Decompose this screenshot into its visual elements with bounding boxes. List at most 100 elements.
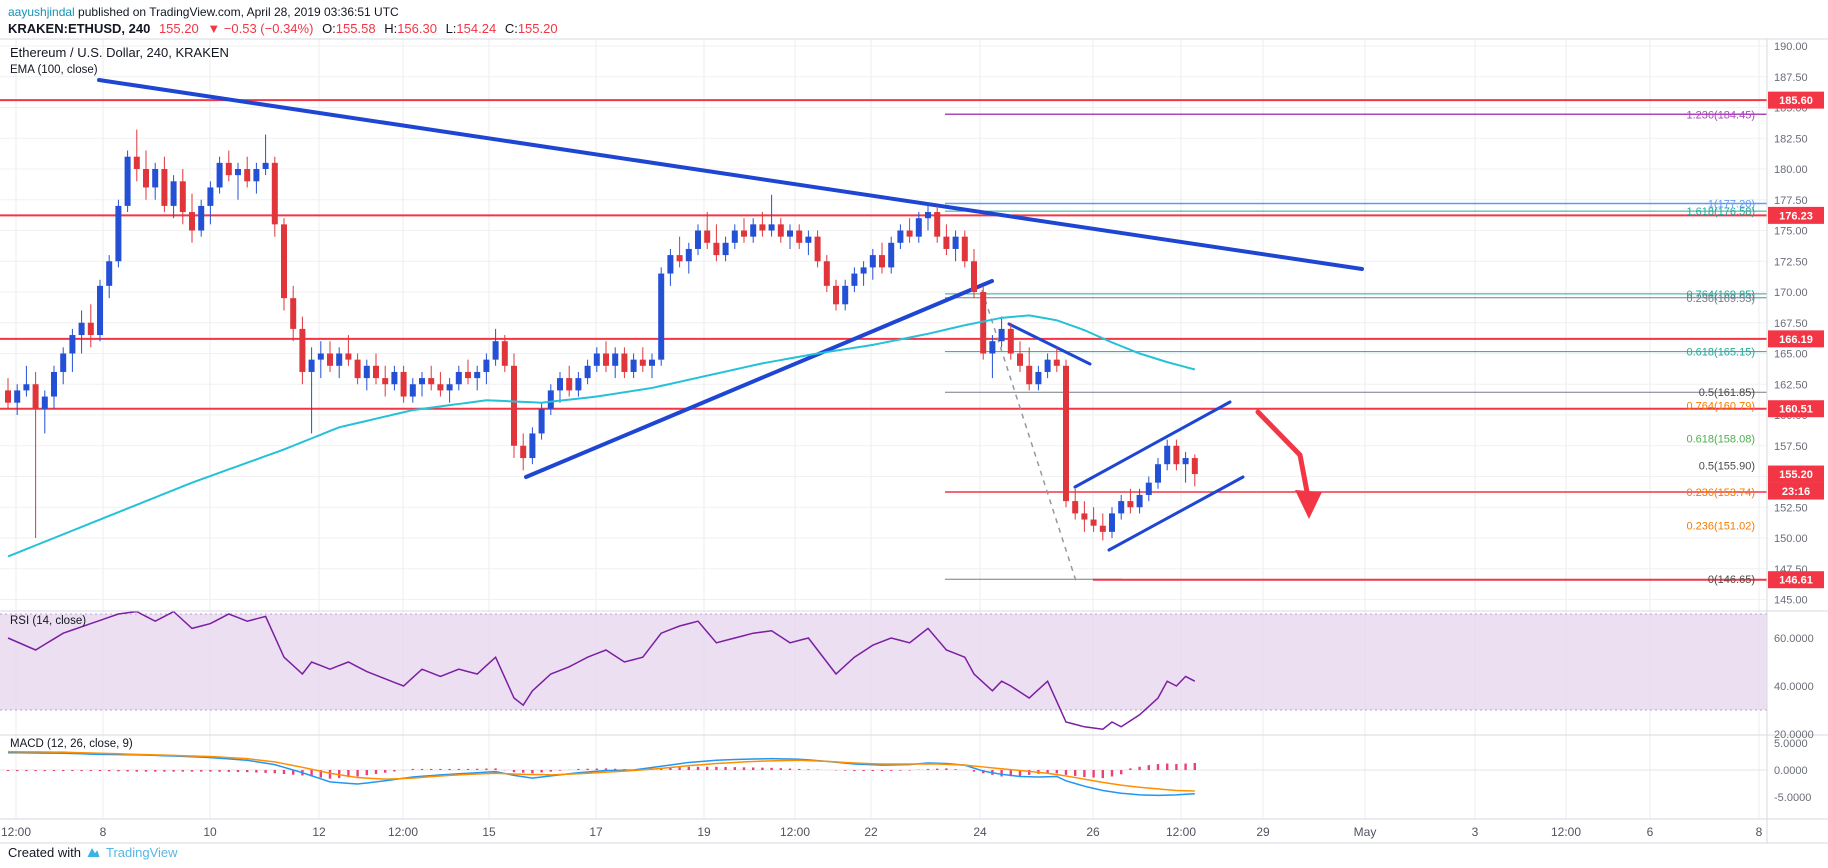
svg-text:29: 29	[1256, 825, 1270, 839]
svg-text:12:00: 12:00	[1, 825, 31, 839]
price-axis[interactable]: 190.00187.50185.00182.50180.00177.50175.…	[1774, 41, 1814, 804]
svg-text:1(177.20): 1(177.20)	[1708, 198, 1755, 210]
ema-line	[7, 314, 1196, 558]
svg-text:12:00: 12:00	[1166, 825, 1196, 839]
svg-text:0(146.65): 0(146.65)	[1708, 574, 1755, 586]
svg-text:26: 26	[1086, 825, 1100, 839]
svg-text:0.764(169.85): 0.764(169.85)	[1687, 289, 1756, 301]
svg-text:157.50: 157.50	[1774, 441, 1808, 453]
svg-text:166.19: 166.19	[1779, 334, 1813, 346]
svg-text:5.0000: 5.0000	[1774, 738, 1808, 750]
svg-text:177.50: 177.50	[1774, 195, 1808, 207]
trendline-drawings[interactable]	[97, 78, 1364, 582]
svg-text:160.51: 160.51	[1779, 404, 1813, 416]
svg-text:40.0000: 40.0000	[1774, 681, 1814, 693]
ema-indicator-label[interactable]: EMA (100, close)	[10, 64, 98, 76]
author-link[interactable]: aayushjindal	[8, 5, 75, 19]
svg-text:187.50: 187.50	[1774, 72, 1808, 84]
svg-text:172.50: 172.50	[1774, 256, 1808, 268]
svg-text:23:16: 23:16	[1782, 486, 1810, 498]
high-label: H:	[384, 21, 398, 36]
low-label: L:	[445, 21, 457, 36]
svg-text:1.618(176.58): 1.618(176.58)	[1687, 206, 1756, 218]
macd-signal-line	[7, 750, 1195, 792]
svg-text:19: 19	[697, 825, 711, 839]
svg-text:24: 24	[973, 825, 987, 839]
svg-text:0.764(160.79): 0.764(160.79)	[1687, 400, 1756, 412]
svg-text:155.20: 155.20	[1779, 469, 1813, 481]
price-tag	[1768, 91, 1824, 109]
footer: Created with TradingView	[8, 845, 178, 860]
last-price: 155.20	[158, 21, 199, 36]
symbol-info-bar: KRAKEN:ETHUSD, 240 155.20 ▼ −0.53 (−0.34…	[8, 21, 563, 36]
svg-text:175.00: 175.00	[1774, 226, 1808, 238]
rsi-band	[0, 613, 1767, 711]
svg-text:-5.0000: -5.0000	[1774, 792, 1811, 804]
publish-info: aayushjindal published on TradingView.co…	[8, 5, 399, 19]
low-value: 154.24	[456, 21, 497, 36]
svg-text:0.618(158.08): 0.618(158.08)	[1687, 434, 1756, 446]
svg-text:0.0000: 0.0000	[1774, 765, 1808, 777]
high-value: 156.30	[397, 21, 437, 36]
svg-text:190.00: 190.00	[1774, 41, 1808, 53]
price-tag	[1768, 482, 1824, 500]
svg-text:20.0000: 20.0000	[1774, 729, 1814, 741]
svg-text:3: 3	[1472, 825, 1479, 839]
svg-text:May: May	[1354, 825, 1377, 839]
pane-separators	[0, 38, 1828, 844]
svg-text:22: 22	[864, 825, 878, 839]
svg-text:0.5(161.85): 0.5(161.85)	[1699, 387, 1755, 399]
price-tag	[1768, 400, 1824, 418]
svg-text:12: 12	[312, 825, 326, 839]
svg-text:8: 8	[1756, 825, 1763, 839]
close-value: 155.20	[517, 21, 558, 36]
chart-pane-title[interactable]: Ethereum / U.S. Dollar, 240, KRAKEN	[10, 45, 229, 60]
rsi-line	[7, 610, 1196, 730]
svg-text:0.618(165.15): 0.618(165.15)	[1687, 347, 1756, 359]
candlestick-series	[5, 129, 1198, 541]
svg-text:12:00: 12:00	[780, 825, 810, 839]
svg-text:150.00: 150.00	[1774, 533, 1808, 545]
symbol-title[interactable]: KRAKEN:ETHUSD, 240	[8, 21, 151, 36]
svg-text:0.5(155.90): 0.5(155.90)	[1699, 460, 1755, 472]
fib-level-labels: 1.236(184.45) 1(177.20)1.618(176.58) 0.764…	[1687, 109, 1756, 586]
svg-text:0.236(169.53): 0.236(169.53)	[1687, 293, 1756, 305]
svg-text:6: 6	[1647, 825, 1654, 839]
tradingview-brand-link[interactable]: TradingView	[105, 845, 178, 860]
macd-line	[7, 751, 1195, 797]
svg-text:162.50: 162.50	[1774, 379, 1808, 391]
created-with-text: Created with	[8, 845, 81, 860]
svg-text:145.00: 145.00	[1774, 595, 1808, 607]
svg-text:165.00: 165.00	[1774, 349, 1808, 361]
svg-text:15: 15	[482, 825, 496, 839]
time-axis[interactable]: 12:00 8 10 12 12:00 15 17 19 12:00 22 24 26 12:00 29 M…	[1, 825, 1763, 839]
rsi-indicator-label[interactable]: RSI (14, close)	[10, 615, 87, 627]
close-label: C:	[504, 21, 518, 36]
svg-text:182.50: 182.50	[1774, 133, 1808, 145]
svg-text:152.50: 152.50	[1774, 502, 1808, 514]
open-label: O:	[322, 21, 336, 36]
svg-text:185.60: 185.60	[1779, 95, 1813, 107]
projection-arrow-drawing[interactable]	[1255, 409, 1322, 519]
svg-text:10: 10	[203, 825, 217, 839]
open-value: 155.58	[335, 21, 376, 36]
svg-text:12:00: 12:00	[388, 825, 418, 839]
price-tags: 185.60 176.23 166.19 160.51 155.20 146.61 23:1…	[1768, 91, 1824, 589]
svg-text:1.236(184.45): 1.236(184.45)	[1687, 109, 1756, 121]
price-tag	[1768, 330, 1824, 348]
price-tag	[1768, 465, 1824, 483]
svg-text:17: 17	[589, 825, 603, 839]
svg-text:12:00: 12:00	[1551, 825, 1581, 839]
svg-text:0.236(153.74): 0.236(153.74)	[1687, 487, 1756, 499]
svg-text:8: 8	[100, 825, 107, 839]
price-level-lines	[0, 99, 1767, 581]
svg-text:0.236(151.02): 0.236(151.02)	[1687, 520, 1756, 532]
fib-dashed-line	[981, 289, 1077, 582]
publish-text: published on TradingView.com, April 28, …	[74, 5, 399, 19]
tradingview-logo-icon	[87, 848, 100, 857]
svg-text:176.23: 176.23	[1779, 210, 1813, 222]
macd-indicator-label[interactable]: MACD (12, 26, close, 9)	[10, 738, 133, 750]
price-tag	[1768, 571, 1824, 589]
